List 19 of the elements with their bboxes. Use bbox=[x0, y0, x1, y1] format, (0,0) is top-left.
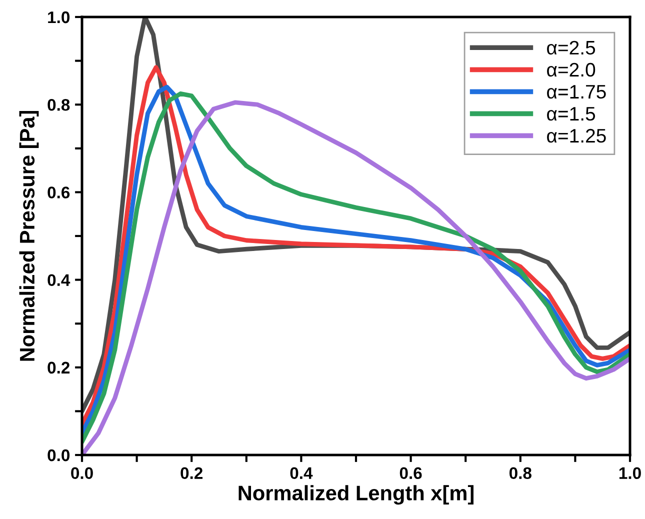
legend-label: α=2.5 bbox=[547, 40, 596, 55]
x-tick-label: 0.4 bbox=[290, 467, 313, 480]
y-tick-label: 0.2 bbox=[48, 362, 70, 374]
y-tick-label: 1.0 bbox=[48, 11, 70, 24]
x-tick-label: 0.6 bbox=[400, 467, 422, 480]
y-tick-label: 0.0 bbox=[48, 449, 70, 462]
x-tick-label: 0.8 bbox=[509, 467, 532, 480]
y-tick-label: 0.4 bbox=[48, 274, 70, 286]
legend-label: α=2.0 bbox=[547, 62, 596, 77]
x-axis-title: Normalized Length x[m] bbox=[238, 485, 474, 505]
legend-label: α=1.25 bbox=[547, 128, 606, 143]
y-axis-title: Normalized Pressure [Pa] bbox=[19, 110, 39, 361]
legend-label: α=1.75 bbox=[547, 85, 606, 99]
x-tick-label: 0.0 bbox=[71, 467, 93, 480]
x-tick-label: 1.0 bbox=[619, 467, 641, 480]
legend-label: α=1.5 bbox=[547, 107, 596, 121]
y-tick-label: 0.8 bbox=[48, 99, 70, 111]
y-tick-label: 0.6 bbox=[48, 186, 70, 198]
x-tick-label: 0.2 bbox=[180, 467, 203, 480]
